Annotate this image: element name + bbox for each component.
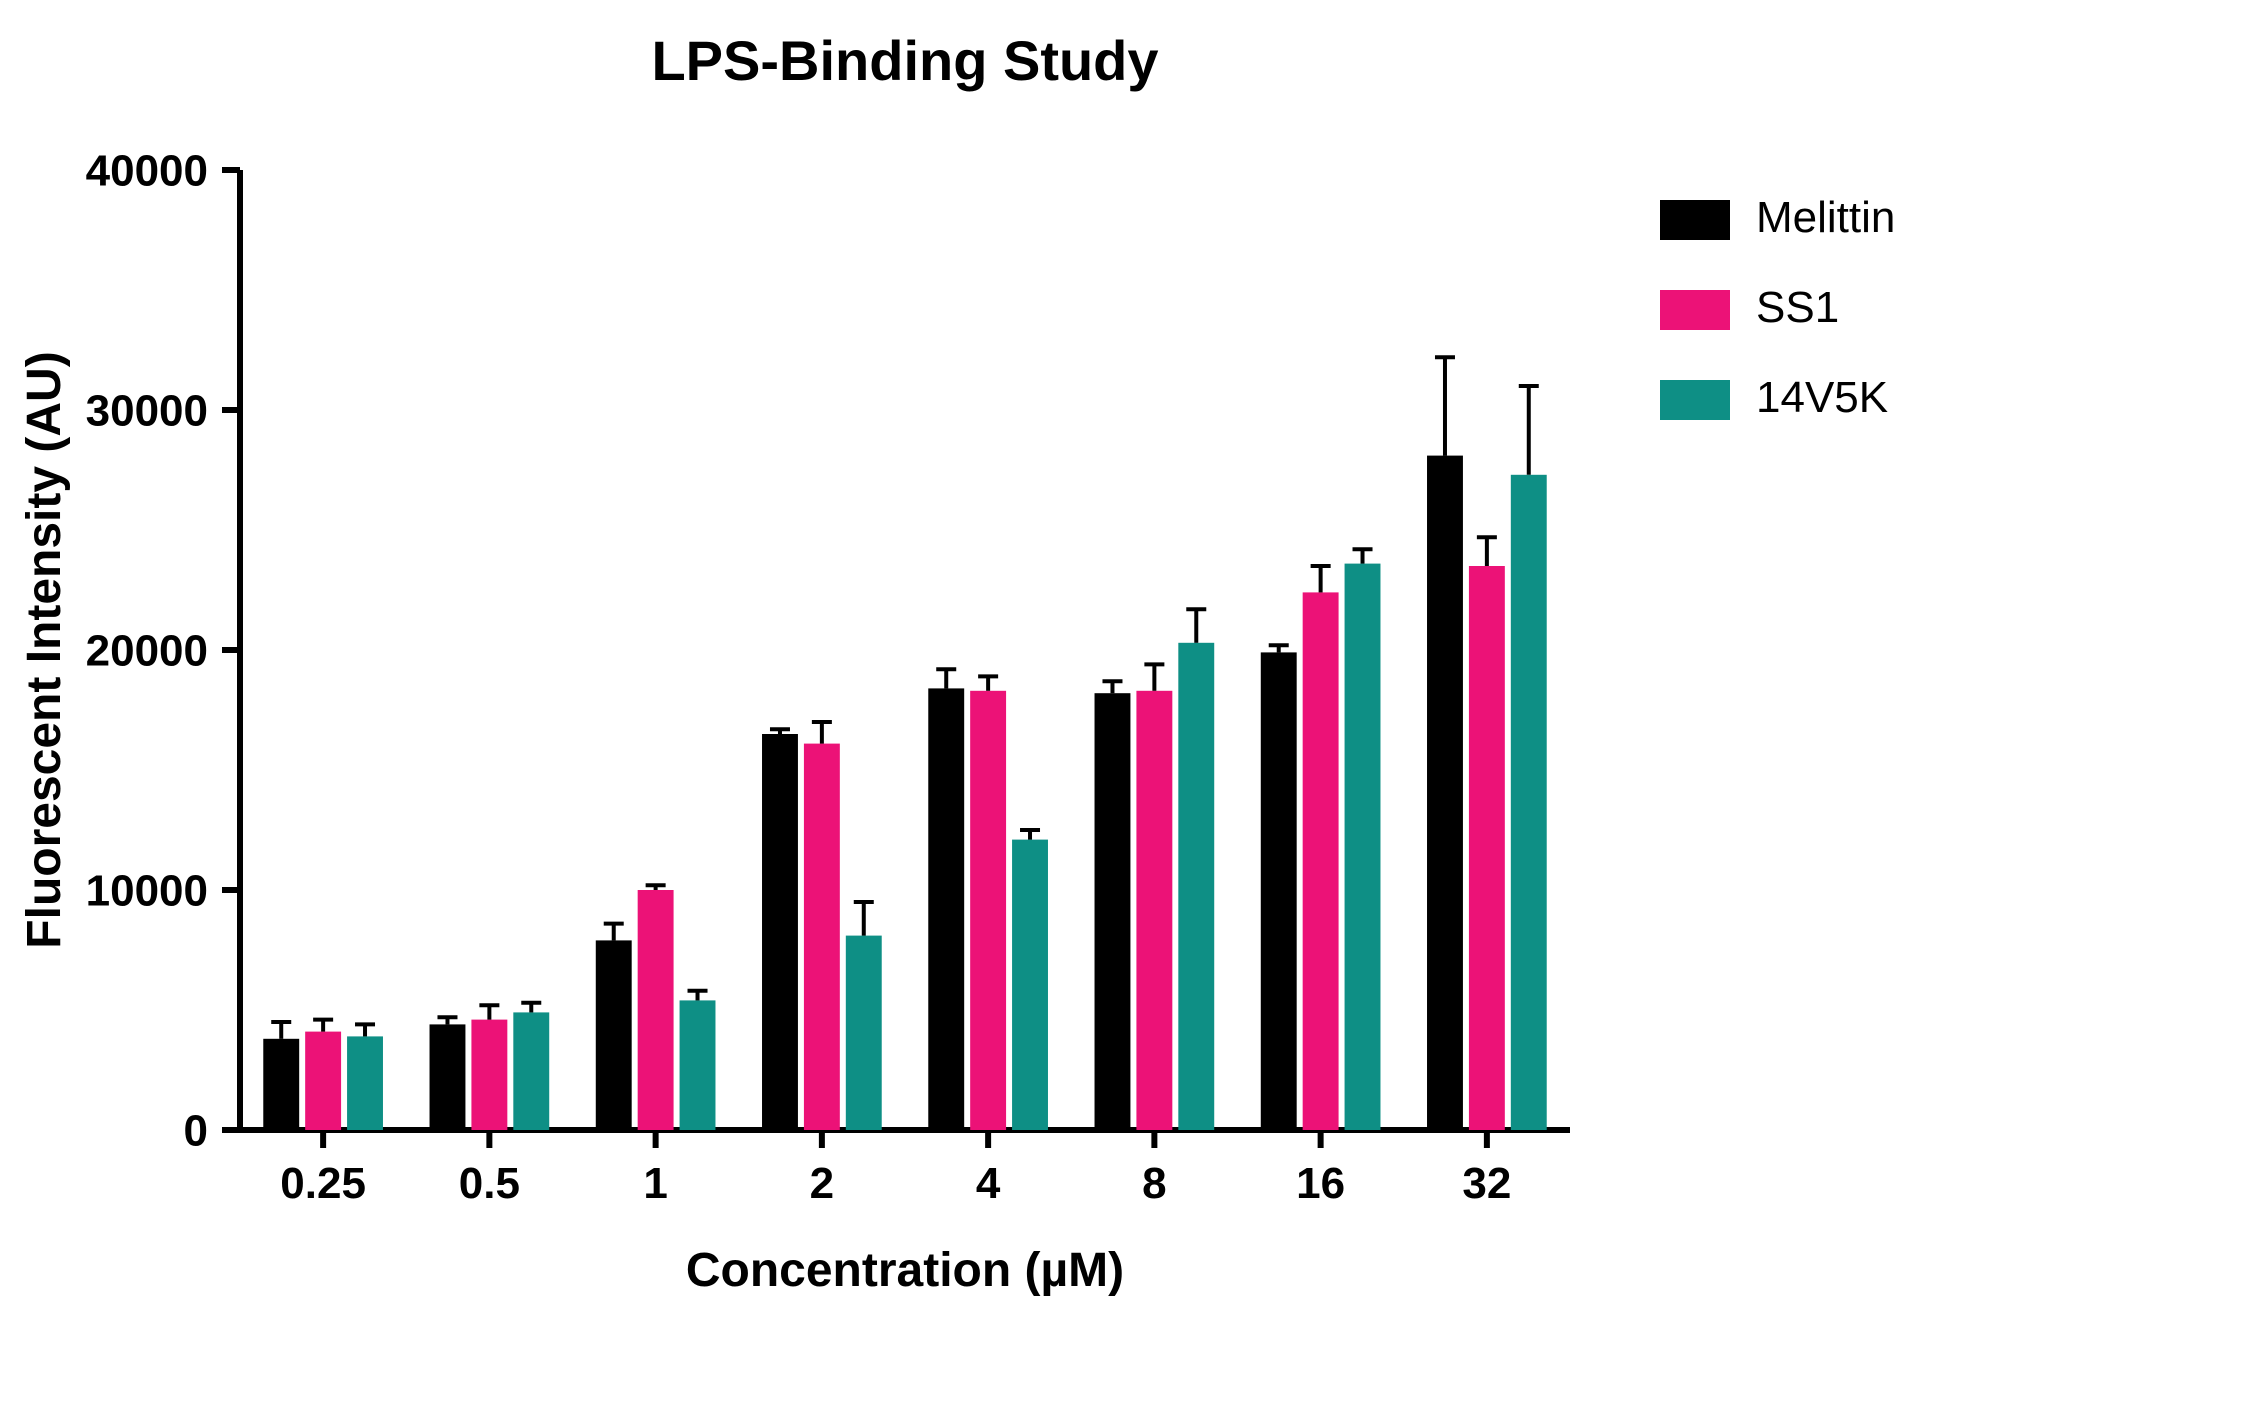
y-tick-label: 40000 (86, 146, 208, 195)
bar (928, 688, 964, 1130)
x-tick-label: 8 (1142, 1159, 1166, 1208)
legend-swatch (1660, 380, 1730, 420)
bar (1261, 652, 1297, 1130)
bar (513, 1012, 549, 1130)
x-tick-label: 32 (1462, 1159, 1511, 1208)
bar (263, 1039, 299, 1130)
bar (762, 734, 798, 1130)
bar (1427, 456, 1463, 1130)
legend-label: Melittin (1756, 193, 1895, 242)
chart-svg: LPS-Binding Study 0 10000 20000 30000 40000 Fl… (0, 0, 2244, 1408)
x-tick-label: 1 (643, 1159, 667, 1208)
legend-swatch (1660, 200, 1730, 240)
bar (305, 1032, 341, 1130)
bar (430, 1024, 466, 1130)
bar (347, 1036, 383, 1130)
bar (804, 744, 840, 1130)
y-tick-label: 20000 (86, 626, 208, 675)
bar (471, 1020, 507, 1130)
bar (970, 691, 1006, 1130)
chart-container: LPS-Binding Study 0 10000 20000 30000 40000 Fl… (0, 0, 2244, 1408)
bar (680, 1000, 716, 1130)
y-tick-label: 30000 (86, 386, 208, 435)
bar (1012, 840, 1048, 1130)
x-tick-label: 0.25 (280, 1159, 366, 1208)
y-axis-label: Fluorescent Intensity (AU) (18, 351, 71, 948)
bar (1136, 691, 1172, 1130)
legend-label: 14V5K (1756, 373, 1888, 422)
bar (596, 940, 632, 1130)
bar (1178, 643, 1214, 1130)
legend-label: SS1 (1756, 283, 1839, 332)
x-tick-label: 0.5 (459, 1159, 520, 1208)
bar (1511, 475, 1547, 1130)
bar (1345, 564, 1381, 1130)
y-tick-label: 10000 (86, 866, 208, 915)
x-tick-label: 2 (810, 1159, 834, 1208)
bar (1095, 693, 1131, 1130)
bar (1303, 592, 1339, 1130)
x-tick-label: 4 (976, 1159, 1001, 1208)
bar (1469, 566, 1505, 1130)
x-tick-label: 16 (1296, 1159, 1345, 1208)
chart-title: LPS-Binding Study (651, 29, 1158, 92)
bar (846, 936, 882, 1130)
y-tick-label: 0 (184, 1106, 208, 1155)
legend-swatch (1660, 290, 1730, 330)
bar (638, 890, 674, 1130)
x-axis-label: Concentration (µM) (686, 1244, 1124, 1297)
